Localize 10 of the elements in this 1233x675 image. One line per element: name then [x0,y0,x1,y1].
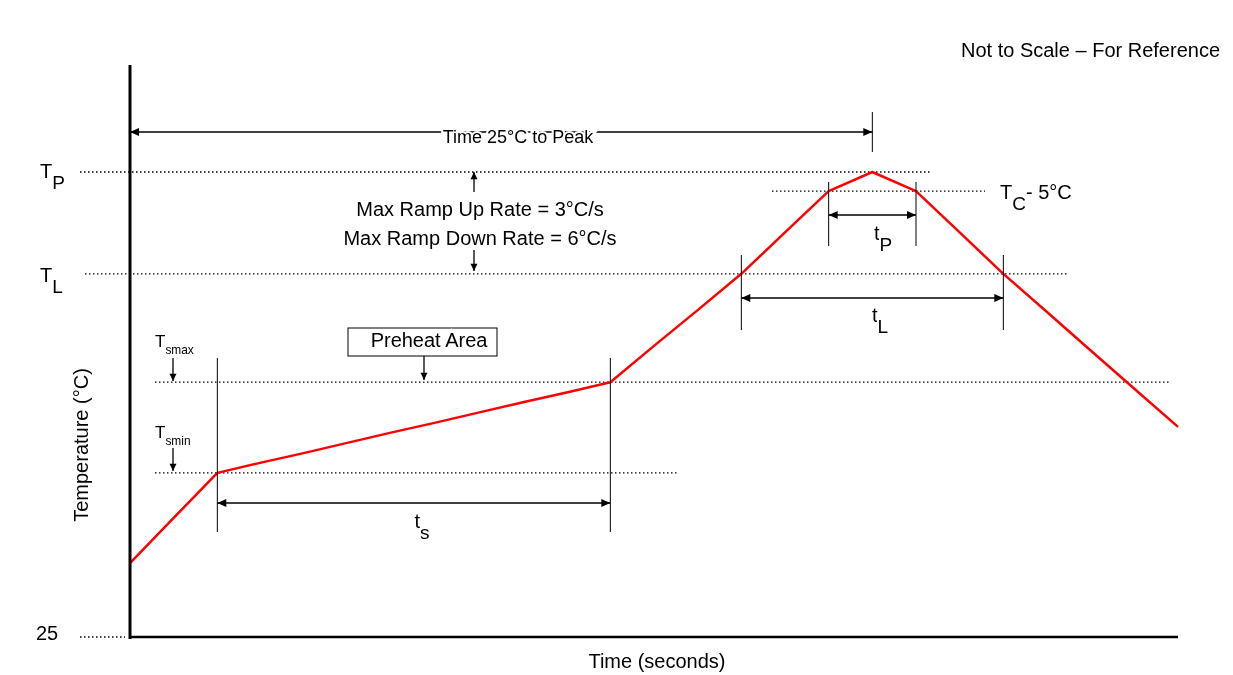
x-axis-title: Time (seconds) [588,650,726,672]
y-axis-title: Temperature (°C) [70,368,92,522]
ref-line-label: T$_{smin}$ [155,422,191,448]
annotation: Preheat Area [370,329,489,351]
text: 25 [36,622,59,644]
text: Time 25°C to Peak [442,127,595,147]
text: Not to Scale – For Reference [960,39,1220,61]
annotation: Max Ramp Up Rate = 3°C/s [356,198,604,220]
annotation: Max Ramp Down Rate = 6°C/s [343,227,617,249]
ref-line-label: T$_{smax}$ [155,332,194,358]
